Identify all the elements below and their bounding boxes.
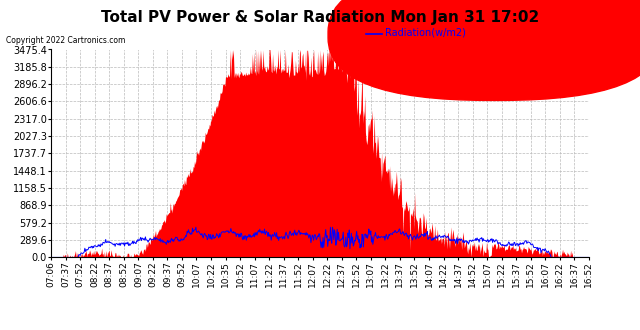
Text: Copyright 2022 Cartronics.com: Copyright 2022 Cartronics.com	[6, 36, 126, 45]
Text: Total PV Power & Solar Radiation Mon Jan 31 17:02: Total PV Power & Solar Radiation Mon Jan…	[101, 10, 539, 25]
Text: PV Panels(DC Watts): PV Panels(DC Watts)	[503, 27, 604, 37]
FancyBboxPatch shape	[328, 0, 640, 100]
Text: Radiation(w/m2): Radiation(w/m2)	[385, 27, 465, 37]
